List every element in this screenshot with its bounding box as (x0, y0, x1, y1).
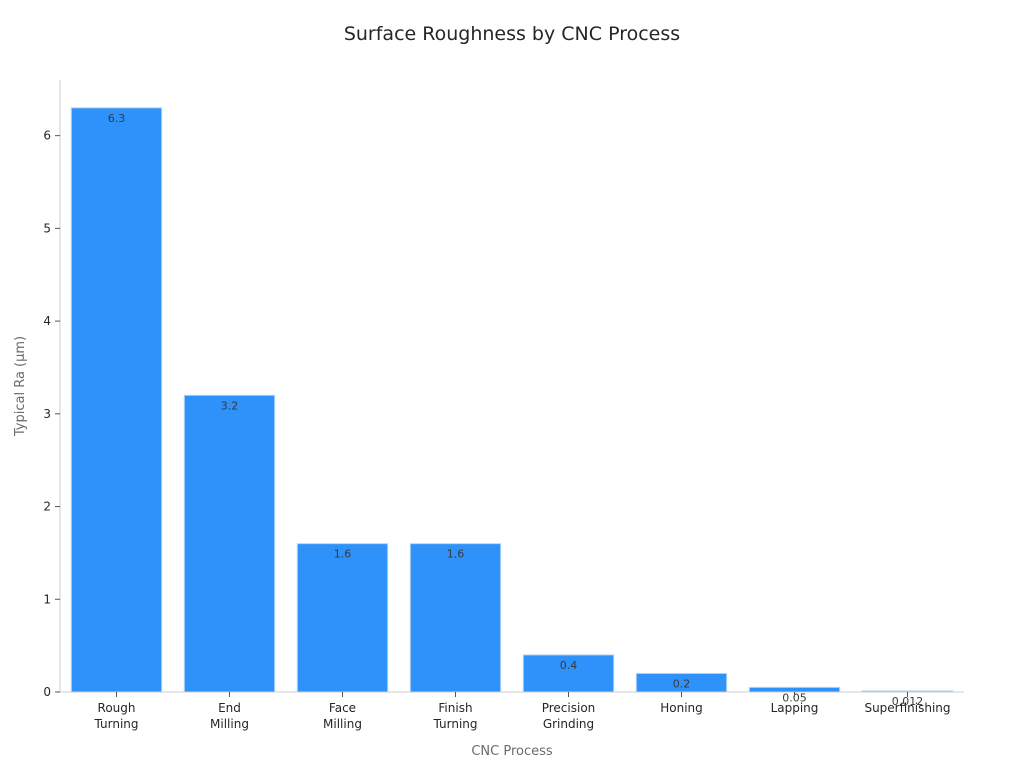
x-tick-label-line: Turning (433, 717, 478, 731)
x-tick-label-line: Milling (323, 717, 362, 731)
x-tick-label: Lapping (771, 701, 819, 715)
x-tick-label-line: Honing (660, 701, 703, 715)
y-tick-label: 6 (43, 129, 51, 143)
bar (70, 107, 163, 693)
y-tick-label: 2 (43, 500, 51, 514)
y-tick-label: 0 (43, 685, 51, 699)
bar-value-label: 6.3 (108, 112, 126, 125)
x-axis-label: CNC Process (471, 744, 553, 759)
bar-value-label: 0.012 (892, 695, 924, 708)
x-tick-label-line: Face (329, 701, 356, 715)
x-tick-label-line: Superfinishing (864, 701, 950, 715)
x-tick-label: Honing (660, 701, 703, 715)
bar-value-label: 3.2 (221, 399, 239, 412)
y-tick-label: 4 (43, 314, 51, 328)
bar-value-label: 1.6 (447, 548, 465, 561)
x-tick-label: Face Milling (323, 701, 362, 731)
bar (183, 394, 276, 693)
x-tick-label-line: Precision (542, 701, 596, 715)
x-tick-label: End Milling (210, 701, 249, 731)
y-axis-label: Typical Ra (μm) (13, 336, 28, 437)
x-tick-label-line: Lapping (771, 701, 819, 715)
x-tick-label-line: Grinding (543, 717, 594, 731)
x-tick-label: Superfinishing (864, 701, 950, 715)
bar-value-label: 0.4 (560, 659, 578, 672)
bar (522, 654, 615, 693)
x-tick-label: Rough Turning (94, 701, 139, 731)
y-tick-label: 1 (43, 592, 51, 606)
x-tick-label-line: Milling (210, 717, 249, 731)
x-tick-label: Precision Grinding (542, 701, 596, 731)
chart-title: Surface Roughness by CNC Process (344, 23, 680, 45)
y-tick-label: 3 (43, 407, 51, 421)
plot-area: 6.3 3.2 1.6 1.6 0.4 0.2 0.05 0.012 0 1 2 3 4 5 6 Rough T… (43, 80, 964, 731)
bar-value-label: 1.6 (334, 548, 352, 561)
bar-value-label: 0.2 (673, 677, 691, 690)
x-tick-label: Finish Turning (433, 701, 478, 731)
x-tick-label-line: Finish (438, 701, 472, 715)
x-tick-label-line: Turning (94, 717, 139, 731)
x-tick-label-line: Rough (98, 701, 136, 715)
x-tick-label-line: End (218, 701, 241, 715)
y-tick-label: 5 (43, 221, 51, 235)
bar (409, 543, 502, 693)
bar-value-label: 0.05 (782, 691, 807, 704)
bar (296, 543, 389, 693)
